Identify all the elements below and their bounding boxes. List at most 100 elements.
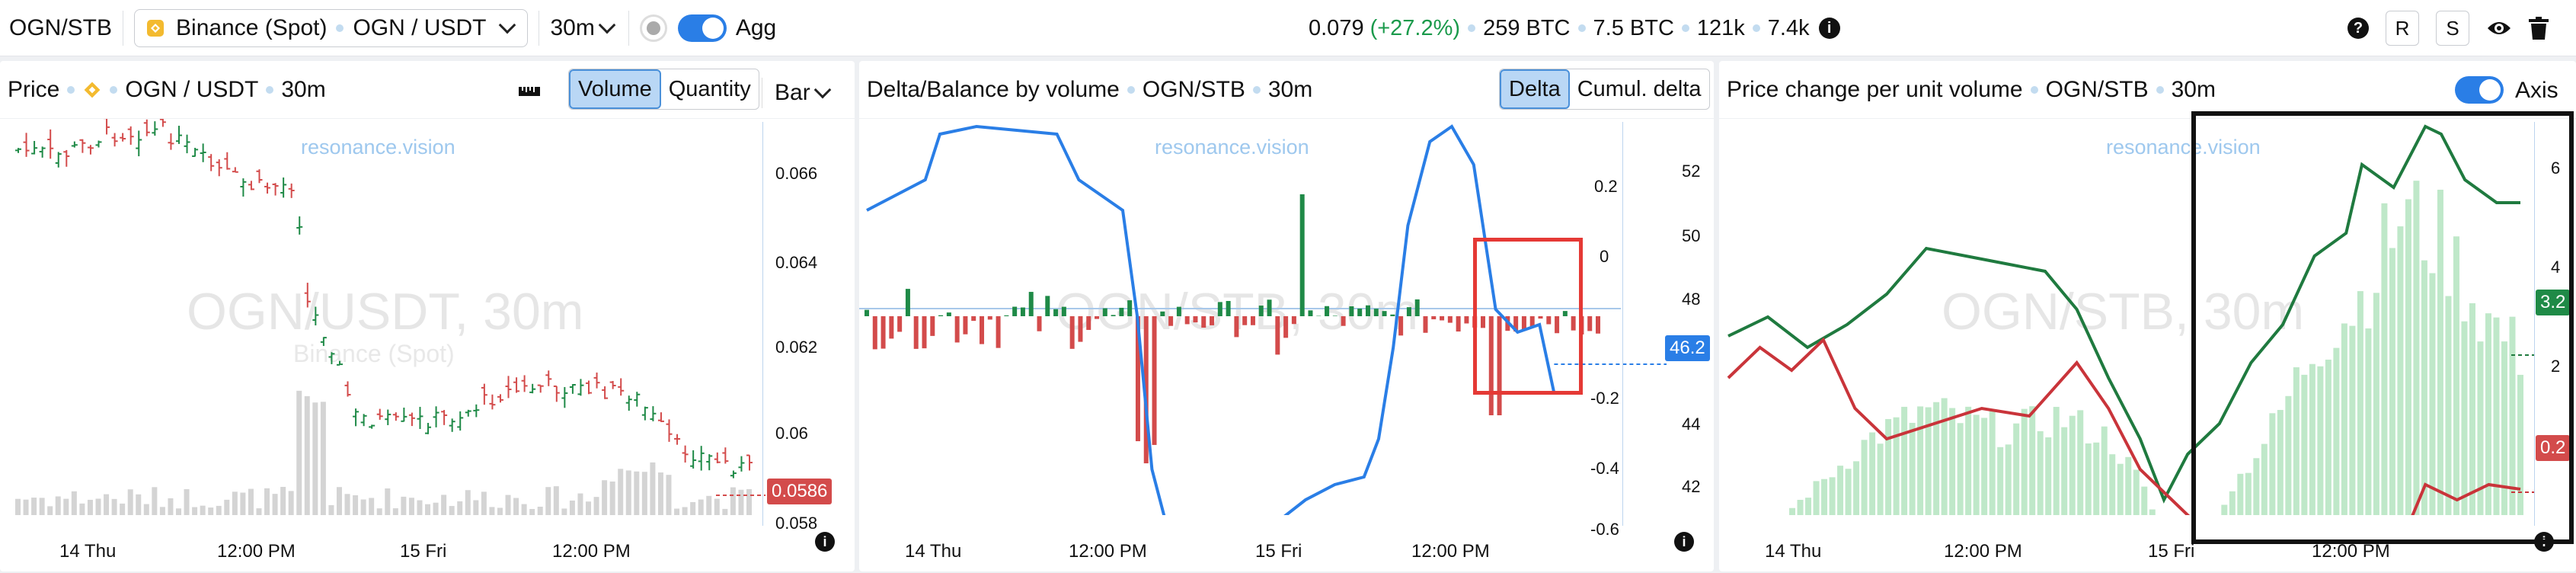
volume-bar: [55, 496, 61, 515]
volume-change-bar: [2277, 410, 2284, 515]
volume-change-bar: [1829, 477, 1836, 515]
delta-bar: [1135, 316, 1140, 442]
volume-change-bar: [2325, 359, 2332, 515]
price-change: (+27.2%): [1369, 15, 1461, 40]
volume-bar: [328, 504, 334, 515]
volume-bar: [95, 498, 101, 515]
delta-bar: [1184, 316, 1190, 325]
info-icon[interactable]: i: [815, 532, 835, 552]
chevron-down-icon: [499, 16, 516, 34]
s-button[interactable]: S: [2436, 11, 2469, 46]
delta-bar: [1349, 306, 1354, 316]
delta-bar: [1242, 316, 1248, 325]
interval-label: 30m: [550, 14, 595, 40]
volume-change-bar: [1981, 418, 1988, 515]
separator-dot: [1752, 24, 1760, 32]
delta-tick: 0.2: [1594, 177, 1618, 196]
record-button[interactable]: [639, 14, 667, 42]
exchange-pair-selector[interactable]: Binance (Spot) OGN / USDT: [134, 8, 529, 47]
cumulative-delta-option[interactable]: Cumul. delta: [1577, 76, 1702, 101]
volume-change-bar: [2253, 458, 2260, 515]
interval-selector[interactable]: 30m: [550, 15, 617, 41]
volume-bar: [200, 505, 206, 515]
delta-bar: [897, 316, 903, 332]
price-chart[interactable]: [0, 119, 855, 515]
balance-line: [866, 124, 1556, 515]
axis-toggle[interactable]: [2455, 76, 2504, 104]
delta-bar: [963, 316, 968, 335]
separator-dot: [1468, 24, 1476, 32]
delta-bar: [1053, 309, 1059, 316]
volume-bar: [39, 498, 45, 515]
volume-bar: [120, 503, 126, 515]
delta-bar: [1168, 316, 1174, 326]
volume-change-bar: [2381, 203, 2388, 515]
volume-bar: [569, 500, 575, 515]
volume-change-bar: [2317, 366, 2324, 515]
delta-bar: [1488, 316, 1494, 415]
volume-change-bar: [2021, 408, 2028, 515]
volume-bar: [63, 498, 69, 515]
volume-change-bar: [2149, 509, 2156, 515]
volume-bar: [272, 494, 278, 515]
delta-bar: [1127, 300, 1133, 316]
volume-bar: [136, 494, 142, 515]
balance-tick: 48: [1682, 290, 1701, 309]
delta-bar: [1555, 316, 1560, 334]
delta-bar: [1283, 316, 1289, 338]
volume-bar: [15, 498, 21, 515]
delta-bar: [1086, 316, 1091, 330]
delta-bar: [1152, 316, 1157, 445]
last-price-tag: 0.0586: [767, 479, 833, 504]
info-icon[interactable]: i: [1674, 532, 1694, 552]
volume-bar: [304, 395, 310, 515]
delta-bar: [881, 316, 886, 349]
x-tick: 12:00 PM: [1411, 541, 1490, 562]
market-stats: 0.079 (+27.2%) 259 BTC 7.5 BTC 121k 7.4k…: [1309, 0, 1840, 56]
delta-bar: [1028, 292, 1034, 316]
delta-bar: [1193, 316, 1198, 323]
trash-icon[interactable]: [2529, 17, 2549, 40]
volume-bar: [280, 486, 286, 515]
agg-toggle[interactable]: [677, 14, 727, 42]
volume-bar: [425, 504, 431, 515]
info-icon[interactable]: i: [1818, 18, 1840, 39]
y-tick: 0.06: [775, 424, 808, 443]
volume-bar: [224, 499, 230, 515]
panel-interval: 30m: [2171, 76, 2216, 102]
volume-bar: [641, 472, 647, 515]
volume-change-bar: [1877, 443, 1884, 515]
delta-bar: [1258, 306, 1264, 316]
volume-option[interactable]: Volume: [569, 69, 661, 109]
panel-interval: 30m: [281, 76, 326, 102]
volume-change-bar: [2093, 442, 2100, 515]
watermark-url: resonance.vision: [2106, 136, 2261, 158]
price-change-chart[interactable]: [1719, 119, 2576, 515]
help-icon[interactable]: ?: [2347, 18, 2369, 39]
volume-bar: [561, 508, 567, 515]
delta-bar: [1226, 301, 1231, 316]
r-button[interactable]: R: [2386, 11, 2419, 46]
delta-bar: [922, 316, 927, 349]
eye-icon[interactable]: [2486, 18, 2512, 38]
delta-bar: [1069, 316, 1075, 349]
volume-bar: [71, 491, 77, 515]
delta-bar: [1382, 311, 1387, 316]
quantity-option[interactable]: Quantity: [668, 76, 751, 101]
delta-bar: [1529, 316, 1535, 327]
separator-dot: [1127, 85, 1135, 94]
separator-dot: [67, 85, 75, 94]
volume-change-bar: [2069, 415, 2076, 515]
delta-option[interactable]: Delta: [1500, 69, 1570, 109]
delta-chart[interactable]: [859, 119, 1714, 515]
separator-dot: [1577, 24, 1586, 32]
delta-bar: [905, 289, 910, 316]
volume-change-bar: [2045, 437, 2052, 515]
chart-type-selector[interactable]: Bar: [762, 78, 833, 108]
highlight-box: [2191, 111, 2574, 544]
delta-bar: [1275, 316, 1280, 355]
volume-bar: [625, 470, 631, 515]
panel-pair: OGN / USDT: [125, 76, 259, 102]
volume-bar: [79, 503, 85, 515]
ruler-icon[interactable]: [518, 84, 541, 98]
